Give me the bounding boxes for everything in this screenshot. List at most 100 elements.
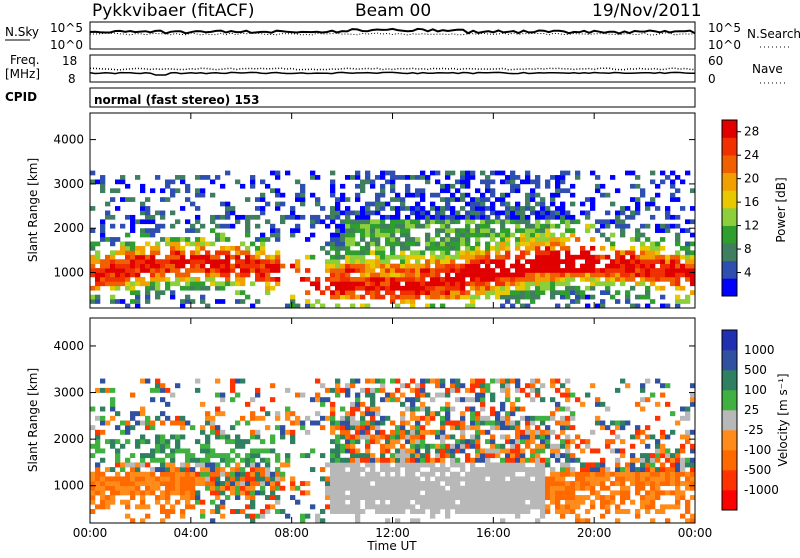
heatmap-cell bbox=[385, 434, 391, 440]
heatmap-cell bbox=[180, 245, 186, 251]
heatmap-cell bbox=[355, 175, 361, 180]
heatmap-cell bbox=[210, 241, 216, 247]
heatmap-cell bbox=[330, 263, 336, 269]
power-cbar-label: Power [dB] bbox=[774, 177, 788, 242]
heatmap-cell bbox=[140, 219, 146, 225]
heatmap-cell bbox=[450, 448, 456, 454]
heatmap-cell bbox=[595, 281, 601, 287]
heatmap-cell bbox=[270, 439, 276, 445]
heatmap-cell bbox=[525, 281, 531, 287]
heatmap-cell bbox=[240, 268, 246, 273]
heatmap-cell bbox=[95, 443, 101, 449]
heatmap-cell bbox=[520, 290, 526, 295]
heatmap-cell bbox=[540, 237, 546, 242]
heatmap-cell bbox=[645, 245, 651, 251]
heatmap-cell bbox=[160, 434, 166, 440]
heatmap-cell bbox=[550, 245, 556, 251]
heatmap-cell bbox=[200, 294, 206, 300]
heatmap-cell bbox=[330, 485, 336, 491]
heatmap-cell bbox=[570, 481, 576, 487]
heatmap-cell bbox=[170, 259, 176, 264]
heatmap-cell bbox=[360, 476, 366, 482]
heatmap-cell bbox=[300, 183, 306, 189]
heatmap-cell bbox=[180, 448, 186, 454]
heatmap-cell bbox=[275, 259, 281, 264]
heatmap-cell bbox=[375, 192, 381, 198]
heatmap-cell bbox=[470, 509, 476, 514]
heatmap-cell bbox=[615, 471, 621, 477]
heatmap-cell bbox=[345, 443, 351, 449]
heatmap-cell bbox=[455, 383, 461, 389]
heatmap-cell bbox=[360, 429, 366, 435]
heatmap-cell bbox=[630, 272, 636, 278]
heatmap-cell bbox=[490, 179, 496, 185]
heatmap-cell bbox=[675, 485, 681, 491]
heatmap-cell bbox=[145, 415, 151, 421]
heatmap-cell bbox=[115, 281, 121, 287]
heatmap-cell bbox=[415, 250, 421, 256]
heatmap-cell bbox=[505, 254, 511, 260]
heatmap-cell bbox=[195, 471, 201, 477]
heatmap-cell bbox=[405, 429, 411, 435]
heatmap-cell bbox=[270, 263, 276, 269]
heatmap-cell bbox=[435, 241, 441, 247]
heatmap-cell bbox=[530, 457, 536, 463]
heatmap-cell bbox=[145, 206, 151, 211]
heatmap-cell bbox=[335, 237, 341, 242]
heatmap-cell bbox=[355, 481, 361, 487]
heatmap-cell bbox=[365, 485, 371, 491]
heatmap-cell bbox=[240, 443, 246, 449]
heatmap-cell bbox=[485, 471, 491, 477]
heatmap-cell bbox=[430, 509, 436, 514]
heatmap-cell bbox=[235, 420, 241, 426]
heatmap-cell bbox=[545, 476, 551, 482]
heatmap-cell bbox=[375, 490, 381, 496]
heatmap-cell bbox=[305, 429, 311, 435]
heatmap-cell bbox=[545, 210, 551, 216]
heatmap-cell bbox=[345, 228, 351, 233]
heatmap-cell bbox=[640, 453, 646, 459]
heatmap-cell bbox=[295, 499, 301, 505]
heatmap-cell bbox=[250, 241, 256, 247]
heatmap-cell bbox=[360, 263, 366, 269]
heatmap-cell bbox=[665, 210, 671, 216]
heatmap-cell bbox=[415, 188, 421, 194]
heatmap-cell bbox=[290, 420, 296, 426]
heatmap-cell bbox=[140, 263, 146, 269]
heatmap-cell bbox=[610, 272, 616, 278]
heatmap-cell bbox=[475, 281, 481, 287]
heatmap-cell bbox=[440, 378, 446, 384]
heatmap-cell bbox=[140, 188, 146, 194]
heatmap-cell bbox=[140, 245, 146, 251]
heatmap-cell bbox=[575, 285, 581, 291]
heatmap-cell bbox=[585, 263, 591, 269]
heatmap-cell bbox=[530, 420, 536, 426]
heatmap-cell bbox=[285, 513, 291, 519]
heatmap-cell bbox=[485, 467, 491, 473]
heatmap-cell bbox=[560, 392, 566, 398]
heatmap-cell bbox=[200, 509, 206, 514]
heatmap-cell bbox=[380, 481, 386, 487]
heatmap-cell bbox=[330, 481, 336, 487]
heatmap-cell bbox=[190, 457, 196, 463]
heatmap-cell bbox=[135, 294, 141, 300]
heatmap-cell bbox=[225, 210, 231, 216]
heatmap-cell bbox=[525, 504, 531, 510]
freq-tick-top: 18 bbox=[62, 54, 77, 68]
heatmap-cell bbox=[615, 223, 621, 229]
heatmap-cell bbox=[300, 197, 306, 202]
heatmap-cell bbox=[470, 219, 476, 225]
heatmap-cell bbox=[665, 303, 671, 309]
heatmap-cell bbox=[270, 485, 276, 491]
heatmap-cell bbox=[510, 210, 516, 216]
heatmap-cell bbox=[455, 476, 461, 482]
heatmap-cell bbox=[540, 268, 546, 273]
heatmap-cell bbox=[310, 223, 316, 229]
heatmap-cell bbox=[430, 214, 436, 220]
heatmap-cell bbox=[675, 223, 681, 229]
heatmap-cell bbox=[435, 448, 441, 454]
heatmap-cell bbox=[455, 254, 461, 260]
heatmap-cell bbox=[325, 259, 331, 264]
heatmap-cell bbox=[615, 518, 621, 524]
